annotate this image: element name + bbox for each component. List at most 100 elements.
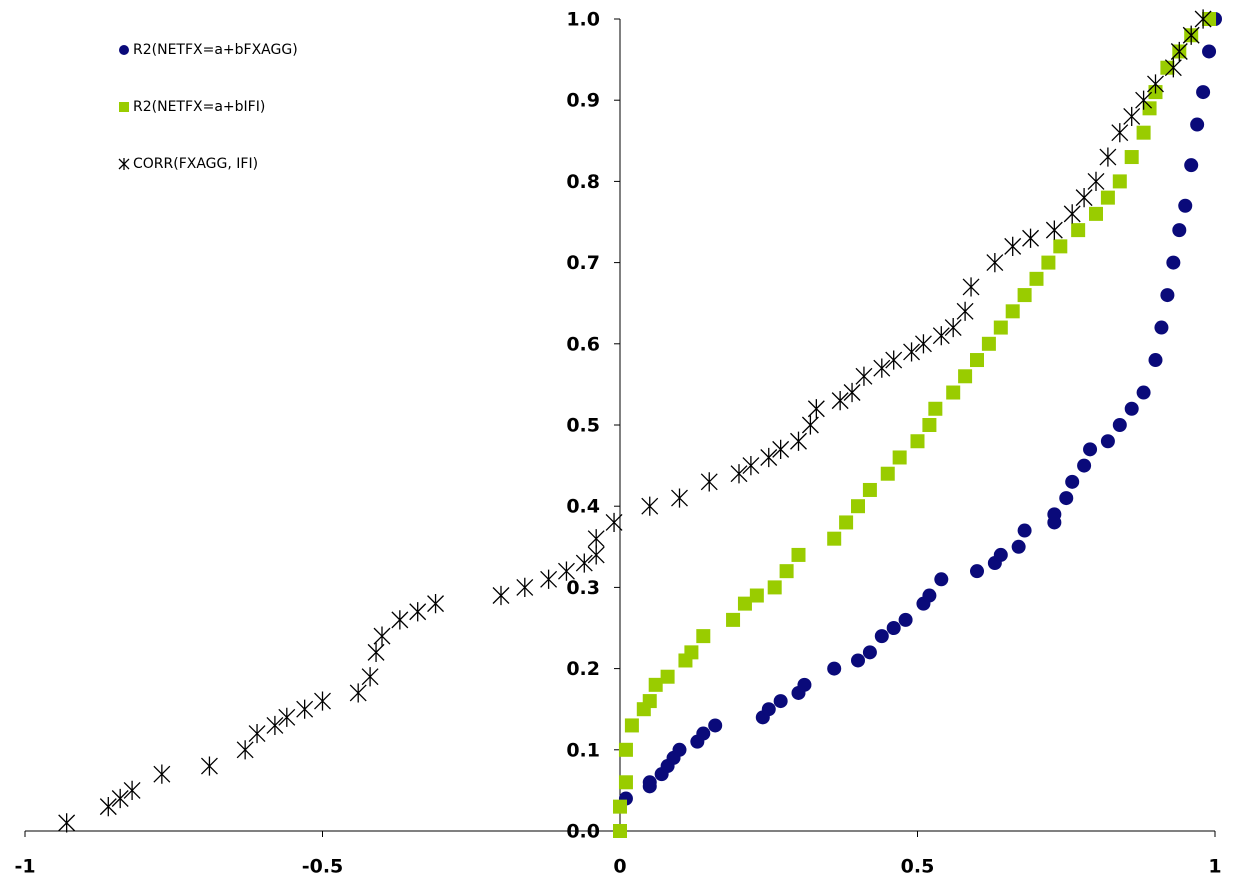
point — [492, 585, 510, 606]
point — [618, 742, 633, 757]
point — [1017, 523, 1032, 538]
point — [779, 564, 794, 579]
point — [1045, 220, 1063, 240]
point — [970, 353, 984, 368]
point — [58, 813, 76, 833]
point — [851, 499, 865, 514]
point — [613, 799, 627, 814]
point — [1124, 150, 1139, 165]
legend-marker — [118, 158, 130, 170]
point — [1071, 223, 1086, 238]
point — [1148, 353, 1163, 368]
point — [671, 488, 688, 508]
point — [587, 529, 605, 549]
point — [862, 482, 877, 497]
point — [761, 702, 776, 717]
y-tick-label: 0.9 — [566, 90, 600, 112]
point — [200, 756, 218, 776]
point — [873, 358, 891, 378]
point — [278, 707, 296, 727]
point — [892, 450, 907, 465]
point — [1077, 458, 1092, 473]
y-tick-label: 0.7 — [566, 252, 600, 274]
point — [1100, 434, 1115, 449]
point — [1053, 239, 1068, 254]
point — [1065, 474, 1080, 489]
point — [236, 740, 254, 760]
point — [1194, 9, 1212, 29]
point — [922, 588, 937, 603]
y-tick-label: 0.1 — [566, 739, 600, 761]
x-tick-label: 0.5 — [901, 856, 935, 878]
point — [1202, 44, 1217, 59]
point — [367, 642, 385, 662]
point — [648, 677, 663, 692]
point — [862, 645, 877, 660]
legend-label: CORR(FXAGG, IFI) — [133, 156, 258, 172]
y-tick-label: 0.8 — [566, 171, 600, 193]
point — [880, 466, 895, 481]
point — [932, 326, 950, 346]
point — [409, 602, 427, 622]
point — [903, 342, 921, 362]
point — [986, 253, 1004, 273]
point — [970, 564, 984, 579]
point — [1011, 539, 1026, 554]
point — [1184, 158, 1199, 173]
point — [1123, 106, 1141, 127]
point — [827, 661, 842, 676]
point — [373, 626, 391, 646]
point — [827, 531, 842, 546]
point — [1164, 58, 1182, 78]
point — [839, 515, 854, 530]
point — [730, 464, 748, 484]
point — [1196, 85, 1211, 100]
point — [1059, 491, 1074, 506]
legend-marker — [119, 45, 129, 55]
point — [801, 415, 819, 435]
x-tick-label: 1 — [1208, 856, 1221, 878]
point — [613, 824, 627, 838]
point — [726, 612, 741, 627]
point — [575, 553, 593, 573]
point — [946, 385, 961, 400]
point — [1154, 320, 1169, 335]
point — [1142, 101, 1157, 116]
point — [1190, 117, 1205, 132]
y-tick-label: 0.2 — [566, 658, 600, 680]
point — [1005, 304, 1020, 319]
point — [981, 336, 996, 351]
point — [1170, 41, 1188, 62]
point — [944, 317, 962, 338]
point — [605, 512, 623, 533]
point — [831, 391, 849, 411]
point — [886, 621, 901, 635]
point — [624, 718, 639, 733]
point — [660, 669, 675, 684]
x-tick-label: -1 — [14, 856, 35, 878]
y-tick-label: 0.5 — [566, 415, 600, 437]
point — [642, 694, 657, 709]
point — [737, 596, 752, 611]
point — [1022, 228, 1040, 248]
point — [296, 699, 314, 719]
y-tick-label: 0.3 — [566, 577, 600, 599]
point — [958, 369, 973, 384]
point — [642, 775, 657, 790]
point — [700, 472, 718, 492]
point — [1112, 418, 1127, 432]
point — [672, 742, 687, 757]
point — [956, 301, 974, 321]
point — [797, 677, 812, 692]
point — [684, 645, 699, 660]
y-tick-label: 1.0 — [566, 9, 600, 31]
point — [618, 775, 633, 790]
point — [391, 610, 409, 630]
point — [1136, 125, 1151, 140]
legend-label: R2(NETFX=a+bIFI) — [133, 99, 265, 115]
point — [1182, 25, 1200, 45]
point — [772, 439, 790, 459]
point — [427, 594, 445, 614]
point — [1136, 385, 1151, 400]
